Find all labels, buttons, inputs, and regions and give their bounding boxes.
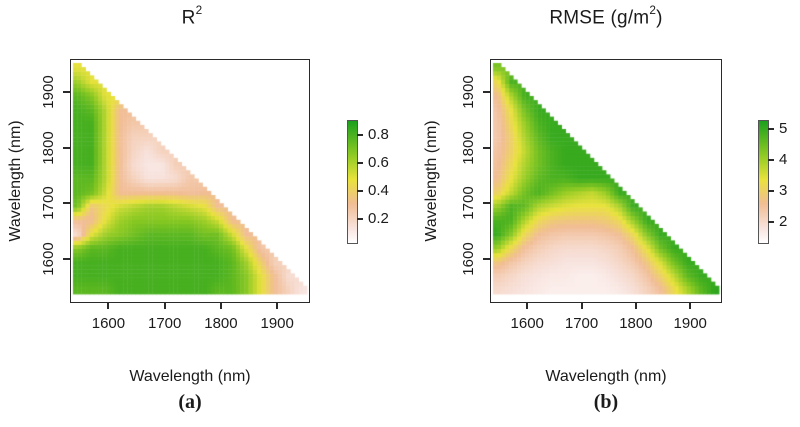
colorbar-tick-label-b: 5	[779, 120, 788, 138]
y-tick-label-a: 1900	[40, 75, 57, 110]
y-axis-tick-a	[63, 91, 70, 94]
x-tick-label-a: 1600	[91, 315, 126, 332]
colorbar-tick-label-a: 0.6	[368, 154, 389, 172]
x-axis-tick-a	[276, 303, 279, 309]
y-axis-tick-b	[483, 91, 490, 94]
colorbar-tick-a	[357, 190, 363, 193]
x-axis-tick-a	[163, 303, 166, 309]
panel-a-colorbar	[347, 120, 358, 244]
x-tick-label-b: 1900	[673, 315, 707, 332]
colorbar-tick-a	[357, 162, 363, 165]
panel-b-heatmap-canvas	[491, 60, 721, 302]
panel-b-y-axis-label: Wavelength (nm)	[423, 120, 440, 242]
x-axis-tick-a	[219, 303, 222, 309]
panel-b-x-axis-label: Wavelength (nm)	[545, 368, 667, 385]
x-tick-label-b: 1700	[564, 315, 599, 332]
panel-a-title-text: R	[181, 7, 196, 29]
y-tick-label-b: 1600	[460, 242, 477, 276]
panel-b-title-sup: 2	[649, 4, 657, 18]
x-tick-label-b: 1600	[510, 315, 544, 332]
colorbar-tick-a	[357, 217, 363, 220]
y-tick-label-a: 1600	[40, 242, 57, 276]
panel-a-title-sup: 2	[195, 4, 203, 18]
y-axis-tick-a	[63, 202, 70, 205]
colorbar-tick-b	[768, 128, 774, 131]
y-tick-label-a: 1700	[40, 186, 57, 221]
colorbar-tick-label-a: 0.8	[368, 126, 389, 144]
panel-a-plot-area	[70, 59, 310, 303]
x-axis-tick-b	[580, 303, 583, 309]
y-axis-tick-b	[483, 258, 490, 261]
y-tick-label-b: 1700	[460, 186, 477, 221]
colorbar-tick-b	[768, 220, 774, 223]
panel-a-tag: (a)	[178, 391, 202, 413]
x-tick-label-a: 1700	[148, 315, 182, 332]
panel-a-heatmap-canvas	[71, 60, 309, 302]
x-tick-label-b: 1800	[619, 315, 653, 332]
colorbar-tick-b	[768, 190, 774, 193]
colorbar-tick-label-a: 0.2	[368, 209, 389, 227]
colorbar-tick-label-a: 0.4	[368, 182, 389, 200]
y-tick-label-b: 1800	[460, 131, 477, 165]
colorbar-tick-label-b: 3	[779, 182, 788, 200]
x-tick-label-a: 1900	[260, 315, 294, 332]
colorbar-tick-label-b: 2	[779, 212, 788, 230]
y-axis-tick-a	[63, 146, 70, 149]
colorbar-tick-label-b: 4	[779, 151, 788, 169]
y-axis-tick-b	[483, 202, 490, 205]
x-axis-tick-a	[107, 303, 110, 309]
y-tick-label-b: 1900	[460, 75, 477, 110]
x-axis-tick-b	[634, 303, 637, 309]
colorbar-tick-a	[357, 134, 363, 137]
x-tick-label-a: 1800	[204, 315, 238, 332]
y-axis-tick-a	[63, 258, 70, 261]
panel-b-title: RMSE (g/m2)	[549, 4, 663, 29]
panel-b-tag: (b)	[593, 391, 619, 413]
panel-a-title: R2	[112, 4, 272, 29]
x-axis-tick-b	[689, 303, 692, 309]
x-axis-tick-b	[526, 303, 529, 309]
panel-b-title-text: RMSE (g/m	[549, 7, 650, 29]
y-tick-label-a: 1800	[40, 131, 57, 165]
panel-a-x-axis-label: Wavelength (nm)	[129, 368, 251, 385]
panel-b-plot-area	[490, 59, 722, 303]
panel-b-colorbar	[758, 120, 769, 244]
panel-a-y-axis-label: Wavelength (nm)	[7, 120, 24, 242]
colorbar-tick-b	[768, 159, 774, 162]
y-axis-tick-b	[483, 146, 490, 149]
